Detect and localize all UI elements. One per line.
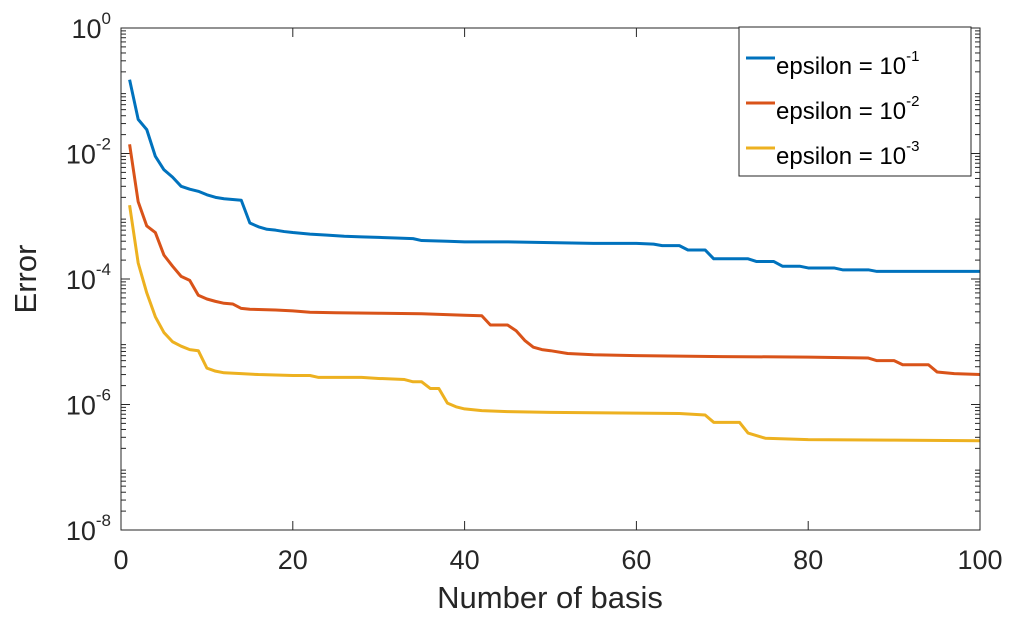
legend-label-1: epsilon = 10-1 — [776, 48, 919, 80]
x-tick-label: 80 — [793, 545, 823, 575]
x-tick-label: 20 — [278, 545, 308, 575]
y-tick-label: 100 — [71, 9, 111, 44]
x-tick-label: 0 — [113, 545, 128, 575]
legend: epsilon = 10-1 epsilon = 10-2 epsilon = 10… — [739, 27, 971, 176]
y-axis-label: Error — [8, 245, 43, 314]
legend-label-3: epsilon = 10-3 — [776, 138, 919, 170]
y-tick-label: 10-6 — [66, 386, 111, 421]
legend-label-2: epsilon = 10-2 — [776, 93, 919, 125]
x-tick-label: 100 — [957, 545, 1002, 575]
y-tick-label: 10-2 — [66, 135, 111, 170]
x-axis-label: Number of basis — [437, 580, 663, 615]
series-line-2 — [130, 144, 980, 374]
x-tick-label: 60 — [621, 545, 651, 575]
y-tick-label: 10-4 — [66, 260, 111, 295]
y-tick-label: 10-8 — [66, 511, 111, 546]
x-tick-label: 40 — [450, 545, 480, 575]
y-tick-labels: 100 10-2 10-4 10-6 10-8 — [66, 9, 111, 546]
series-line-3 — [130, 205, 980, 440]
x-tick-labels: 0 20 40 60 80 100 — [113, 545, 1002, 575]
